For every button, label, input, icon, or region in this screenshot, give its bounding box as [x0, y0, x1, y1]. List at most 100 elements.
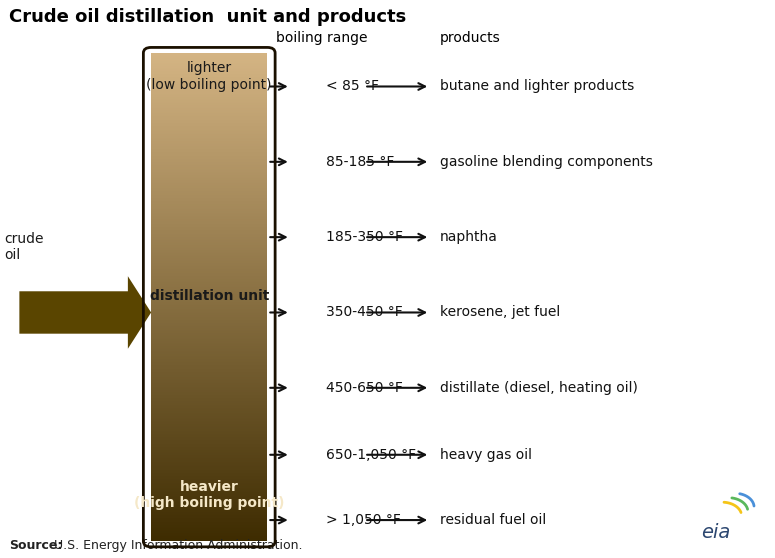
Bar — [151, 126, 267, 128]
Bar — [151, 518, 267, 520]
Bar — [151, 325, 267, 326]
Bar — [151, 136, 267, 138]
Bar — [151, 421, 267, 422]
Bar — [151, 374, 267, 375]
Bar — [151, 432, 267, 434]
Bar — [151, 382, 267, 383]
Bar — [151, 203, 267, 204]
Bar — [151, 266, 267, 268]
Bar — [151, 129, 267, 131]
Bar — [151, 253, 267, 255]
Text: distillation unit: distillation unit — [150, 288, 269, 303]
Bar — [151, 152, 267, 154]
Bar — [151, 336, 267, 338]
Bar — [151, 419, 267, 421]
Bar — [151, 326, 267, 328]
Bar — [151, 97, 267, 99]
Bar — [151, 523, 267, 525]
Bar — [151, 517, 267, 518]
Text: heavy gas oil: heavy gas oil — [440, 448, 532, 462]
Bar — [151, 213, 267, 214]
Text: < 85 °F: < 85 °F — [326, 79, 378, 94]
Bar — [151, 163, 267, 165]
Bar — [151, 403, 267, 405]
Bar — [151, 442, 267, 444]
Bar — [151, 356, 267, 357]
Bar — [151, 483, 267, 484]
Text: 450-650 °F: 450-650 °F — [326, 381, 402, 395]
Bar — [151, 354, 267, 356]
Bar — [151, 387, 267, 388]
Bar — [151, 380, 267, 382]
Bar — [151, 157, 267, 159]
Bar — [151, 476, 267, 478]
Bar — [151, 193, 267, 195]
Bar — [151, 344, 267, 346]
Bar — [151, 396, 267, 398]
Bar — [151, 335, 267, 336]
Bar — [151, 434, 267, 435]
Bar — [151, 494, 267, 496]
Bar — [151, 377, 267, 378]
Bar — [151, 497, 267, 499]
Bar — [151, 276, 267, 277]
Bar — [151, 287, 267, 289]
Bar — [151, 302, 267, 304]
Text: 85-185 °F: 85-185 °F — [326, 155, 394, 169]
Bar — [151, 385, 267, 387]
Bar — [151, 318, 267, 320]
Bar — [151, 351, 267, 353]
Bar — [151, 365, 267, 367]
Bar — [151, 188, 267, 190]
Bar — [151, 452, 267, 453]
Bar — [151, 431, 267, 432]
Bar — [151, 181, 267, 183]
Bar — [151, 112, 267, 113]
Bar — [151, 248, 267, 250]
Bar — [151, 68, 267, 69]
Bar — [151, 201, 267, 203]
Bar — [151, 520, 267, 522]
Bar — [151, 488, 267, 489]
Bar — [151, 122, 267, 123]
Text: > 1,050 °F: > 1,050 °F — [326, 513, 401, 527]
Bar — [151, 64, 267, 66]
Bar — [151, 513, 267, 515]
Text: U.S. Energy Information Administration.: U.S. Energy Information Administration. — [50, 540, 303, 552]
Bar — [151, 378, 267, 380]
Bar — [151, 120, 267, 122]
Bar — [151, 99, 267, 100]
Bar — [151, 167, 267, 169]
Bar — [151, 220, 267, 222]
Bar — [151, 282, 267, 284]
Bar — [151, 195, 267, 196]
Bar — [151, 53, 267, 55]
Text: Source:: Source: — [9, 540, 63, 552]
Bar — [151, 63, 267, 64]
Bar — [151, 398, 267, 400]
Bar — [151, 268, 267, 270]
Bar — [151, 222, 267, 224]
Bar — [151, 214, 267, 216]
Bar — [151, 263, 267, 264]
Bar — [151, 156, 267, 157]
Bar — [151, 219, 267, 220]
Bar — [151, 506, 267, 507]
Bar — [151, 229, 267, 230]
Bar — [151, 162, 267, 163]
Bar — [151, 481, 267, 483]
Bar — [151, 449, 267, 450]
Bar — [151, 310, 267, 312]
Text: 350-450 °F: 350-450 °F — [326, 305, 402, 320]
Bar — [151, 315, 267, 317]
Bar — [151, 346, 267, 348]
Bar — [151, 85, 267, 87]
Text: eia: eia — [701, 523, 731, 542]
Bar — [151, 504, 267, 506]
Bar — [151, 466, 267, 468]
Bar — [151, 375, 267, 377]
Bar — [151, 309, 267, 310]
Bar — [151, 146, 267, 147]
Bar — [151, 426, 267, 427]
Bar — [151, 277, 267, 279]
